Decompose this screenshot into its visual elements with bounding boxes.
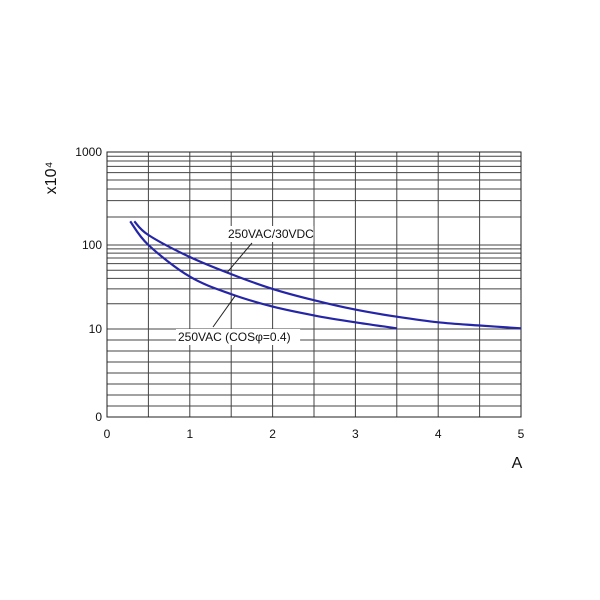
series-line-1 (129, 220, 397, 330)
plot-frame (106, 151, 522, 418)
grid (107, 152, 521, 417)
annotation-label: 250VAC/30VDC (228, 227, 314, 241)
x-tick-label: 2 (269, 427, 276, 441)
y-tick-label: 10 (89, 322, 103, 336)
annotation-label: 250VAC (COSφ=0.4) (178, 330, 291, 344)
x-tick-label: 0 (104, 427, 111, 441)
annotations: 250VAC/30VDC 250VAC (COSφ=0.4) (176, 226, 314, 345)
annotation-leader (226, 242, 253, 273)
y-tick-label: 0 (95, 410, 102, 424)
y-tick-label: 100 (82, 238, 102, 252)
y-axis-label: x10⁴ (43, 162, 60, 195)
x-tick-labels: 0 1 2 3 4 5 (104, 427, 525, 441)
annotation-background (176, 329, 301, 345)
x-tick-label: 5 (518, 427, 525, 441)
x-tick-label: 3 (352, 427, 359, 441)
y-tick-label: 1000 (75, 145, 102, 159)
x-tick-label: 4 (435, 427, 442, 441)
annotation-background (226, 226, 314, 242)
x-axis-label: A (512, 455, 523, 472)
series-line-0 (133, 220, 522, 330)
curves (129, 220, 522, 330)
annotation-leader (212, 295, 236, 328)
y-tick-labels: 0 10 100 1000 (75, 145, 102, 424)
x-tick-label: 1 (186, 427, 193, 441)
